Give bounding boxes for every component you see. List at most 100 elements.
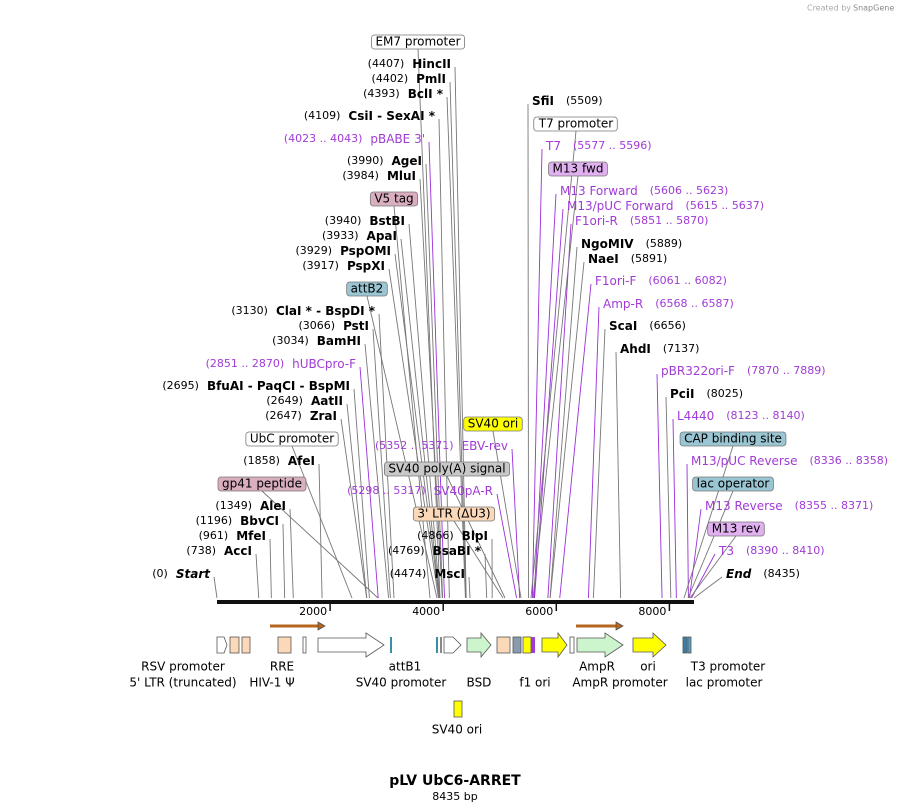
site-label-position: (3990): [347, 154, 384, 167]
primer-label-position: (2851 .. 2870): [206, 357, 285, 370]
site-label: (3034) BamHI: [272, 334, 361, 348]
site-label: (3066) PstI: [298, 319, 369, 333]
primer-label-position: (5606 .. 5623): [650, 184, 729, 197]
map-subtitle: 8435 bp: [432, 790, 477, 803]
connector: [400, 238, 440, 599]
primer-label-position: (8336 .. 8358): [810, 454, 889, 467]
connector: [468, 576, 471, 599]
primer-label-position: (5352 .. 5371): [375, 439, 454, 452]
site-label: (4109) CsiI - SexAI *: [304, 109, 436, 123]
site-label-name: BfuAI - PaqCI - BspMI: [207, 379, 350, 393]
map-feature-label: 5' LTR (truncated): [129, 676, 236, 690]
site-label-position: (3130): [231, 304, 268, 317]
ruler-tick-label: 6000: [525, 605, 553, 618]
feature-shape: [522, 636, 532, 654]
feature-box: [369, 191, 419, 207]
connector: [615, 351, 622, 599]
site-label: (1349) AleI: [215, 499, 286, 513]
site-label-position: (961): [199, 529, 229, 542]
end-label: End (8435): [726, 567, 800, 581]
site-label-name: CsiI - SexAI *: [348, 109, 435, 123]
site-label-name: SfiI: [532, 94, 554, 108]
connector: [289, 508, 294, 599]
end-label: (0) Start: [152, 567, 211, 581]
connector: [372, 328, 391, 599]
feature-shape: [216, 636, 228, 654]
site-label-name: AfeI: [288, 454, 315, 468]
site-label-name: PspXI: [347, 259, 385, 273]
site-label-position: (5891): [631, 252, 668, 265]
feature-label: gp41 peptide: [222, 477, 302, 491]
site-label-name: AccI: [224, 544, 252, 558]
map-feature-label: RRE: [270, 660, 294, 674]
feature-box: [217, 476, 307, 492]
connector: [366, 295, 438, 599]
primer-label-name: M13 Reverse: [705, 499, 783, 513]
map-feature-label: RSV promoter: [141, 660, 225, 674]
site-label: NaeI (5891): [588, 252, 667, 266]
feature-box: [245, 431, 339, 447]
site-label-name: BsaBI *: [433, 544, 482, 558]
map-feature-label: SV40 ori: [432, 723, 483, 737]
connector: [394, 253, 440, 599]
primer-label-name: pBABE 3': [370, 132, 425, 146]
connector: [378, 313, 395, 599]
connector: [686, 463, 689, 599]
end-label-position: (0): [152, 567, 168, 580]
site-label-name: BclI *: [408, 87, 444, 101]
connector: [359, 366, 379, 599]
primer-label-position: (4023 .. 4043): [284, 132, 363, 145]
map-feature-label: lac promoter: [686, 676, 763, 690]
connector: [438, 118, 450, 599]
feature-shape: [229, 636, 240, 654]
connector: [428, 141, 445, 599]
brand-prefix: Created by: [807, 4, 851, 13]
site-label-position: (3984): [342, 169, 379, 182]
feature-box: [384, 461, 510, 477]
ruler-tick-label: 2000: [299, 605, 327, 618]
map-feature-label: T3 promoter: [690, 660, 766, 674]
connector: [393, 205, 431, 599]
feature-track: [216, 621, 692, 718]
connector: [318, 463, 323, 599]
connector: [269, 538, 272, 599]
site-label: (2649) AatII: [266, 394, 343, 408]
site-label-position: (2649): [266, 394, 303, 407]
map-title: pLV UbC6-ARRET: [389, 773, 521, 789]
site-label-position: (1196): [196, 514, 233, 527]
feature-box: [679, 431, 787, 447]
connector: [388, 268, 439, 599]
end-label-position: (8435): [763, 567, 800, 580]
primer-label-name: hUBCpro-F: [292, 357, 356, 371]
feature-shape: [569, 636, 575, 654]
primer-label: F1ori-R (5851 .. 5870): [575, 214, 708, 228]
site-label-name: PmlI: [416, 72, 446, 86]
primer-label-position: (6568 .. 6587): [655, 297, 734, 310]
feature-box: [346, 281, 388, 297]
feature-shape: [390, 637, 392, 653]
site-label: (1858) AfeI: [243, 454, 315, 468]
site-label-name: BamHI: [317, 334, 361, 348]
primer-label-name: SV40pA-R: [434, 484, 493, 498]
site-label-position: (4109): [304, 109, 341, 122]
site-label: (3984) MluI: [342, 169, 416, 183]
connector: [534, 208, 564, 599]
site-label: (4474) MscI: [390, 567, 465, 581]
map-feature-label: ori: [640, 660, 656, 674]
site-label: (4407) HincII: [368, 57, 451, 71]
feature-shape: [687, 636, 692, 654]
feature-box: [707, 521, 765, 537]
map-feature-label: AmpR promoter: [572, 676, 667, 690]
connector: [346, 403, 368, 599]
feature-shape: [576, 632, 624, 658]
connector: [527, 103, 529, 599]
feature-box: [692, 476, 774, 492]
connector: [492, 430, 522, 599]
feature-shape: [541, 631, 568, 659]
feature-label: CAP binding site: [684, 432, 782, 446]
primer-label: L4440 (8123 .. 8140): [677, 409, 805, 423]
site-label-position: (6656): [649, 319, 686, 332]
site-label: AhdI (7137): [620, 342, 699, 356]
connector: [446, 475, 506, 599]
primer-label-name: T3: [718, 544, 734, 558]
